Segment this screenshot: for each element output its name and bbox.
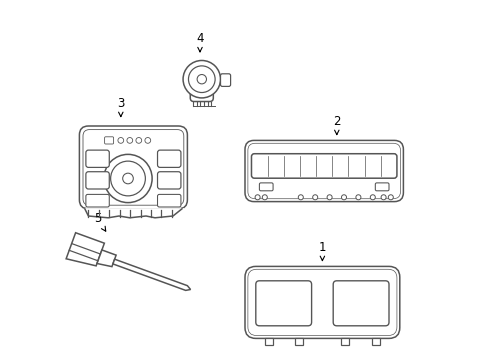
Circle shape [145, 138, 151, 143]
Circle shape [122, 173, 133, 184]
FancyBboxPatch shape [256, 281, 312, 326]
Circle shape [104, 154, 152, 203]
Circle shape [183, 60, 220, 98]
Circle shape [111, 161, 146, 196]
Text: 4: 4 [196, 32, 204, 52]
FancyBboxPatch shape [86, 194, 109, 207]
Circle shape [255, 195, 260, 200]
FancyBboxPatch shape [104, 137, 114, 144]
Circle shape [370, 195, 375, 200]
Text: 5: 5 [94, 212, 106, 231]
FancyBboxPatch shape [86, 172, 109, 189]
Text: 3: 3 [117, 97, 124, 117]
Polygon shape [372, 338, 380, 345]
FancyBboxPatch shape [157, 172, 181, 189]
FancyBboxPatch shape [86, 150, 109, 167]
Circle shape [356, 195, 361, 200]
Circle shape [189, 66, 215, 93]
Polygon shape [66, 233, 104, 266]
Circle shape [342, 195, 346, 200]
Polygon shape [113, 259, 191, 291]
FancyBboxPatch shape [248, 269, 397, 336]
Circle shape [262, 195, 268, 200]
FancyBboxPatch shape [375, 183, 389, 191]
Circle shape [388, 195, 393, 200]
FancyBboxPatch shape [245, 266, 400, 338]
FancyBboxPatch shape [245, 140, 403, 202]
Text: 1: 1 [318, 241, 326, 261]
FancyBboxPatch shape [83, 130, 184, 205]
FancyBboxPatch shape [259, 183, 273, 191]
Polygon shape [97, 250, 116, 267]
Circle shape [197, 75, 206, 84]
Circle shape [313, 195, 318, 200]
Polygon shape [295, 338, 303, 345]
FancyBboxPatch shape [251, 154, 397, 178]
FancyBboxPatch shape [79, 126, 187, 209]
FancyBboxPatch shape [157, 150, 181, 167]
Polygon shape [342, 338, 349, 345]
Text: 2: 2 [333, 115, 341, 135]
Circle shape [327, 195, 332, 200]
FancyBboxPatch shape [333, 281, 389, 326]
Circle shape [381, 195, 386, 200]
FancyBboxPatch shape [190, 84, 213, 102]
FancyBboxPatch shape [157, 194, 181, 207]
Circle shape [127, 138, 133, 143]
Circle shape [298, 195, 303, 200]
Circle shape [118, 138, 123, 143]
FancyBboxPatch shape [220, 74, 231, 86]
Polygon shape [265, 338, 273, 345]
FancyBboxPatch shape [248, 143, 400, 199]
Circle shape [136, 138, 142, 143]
